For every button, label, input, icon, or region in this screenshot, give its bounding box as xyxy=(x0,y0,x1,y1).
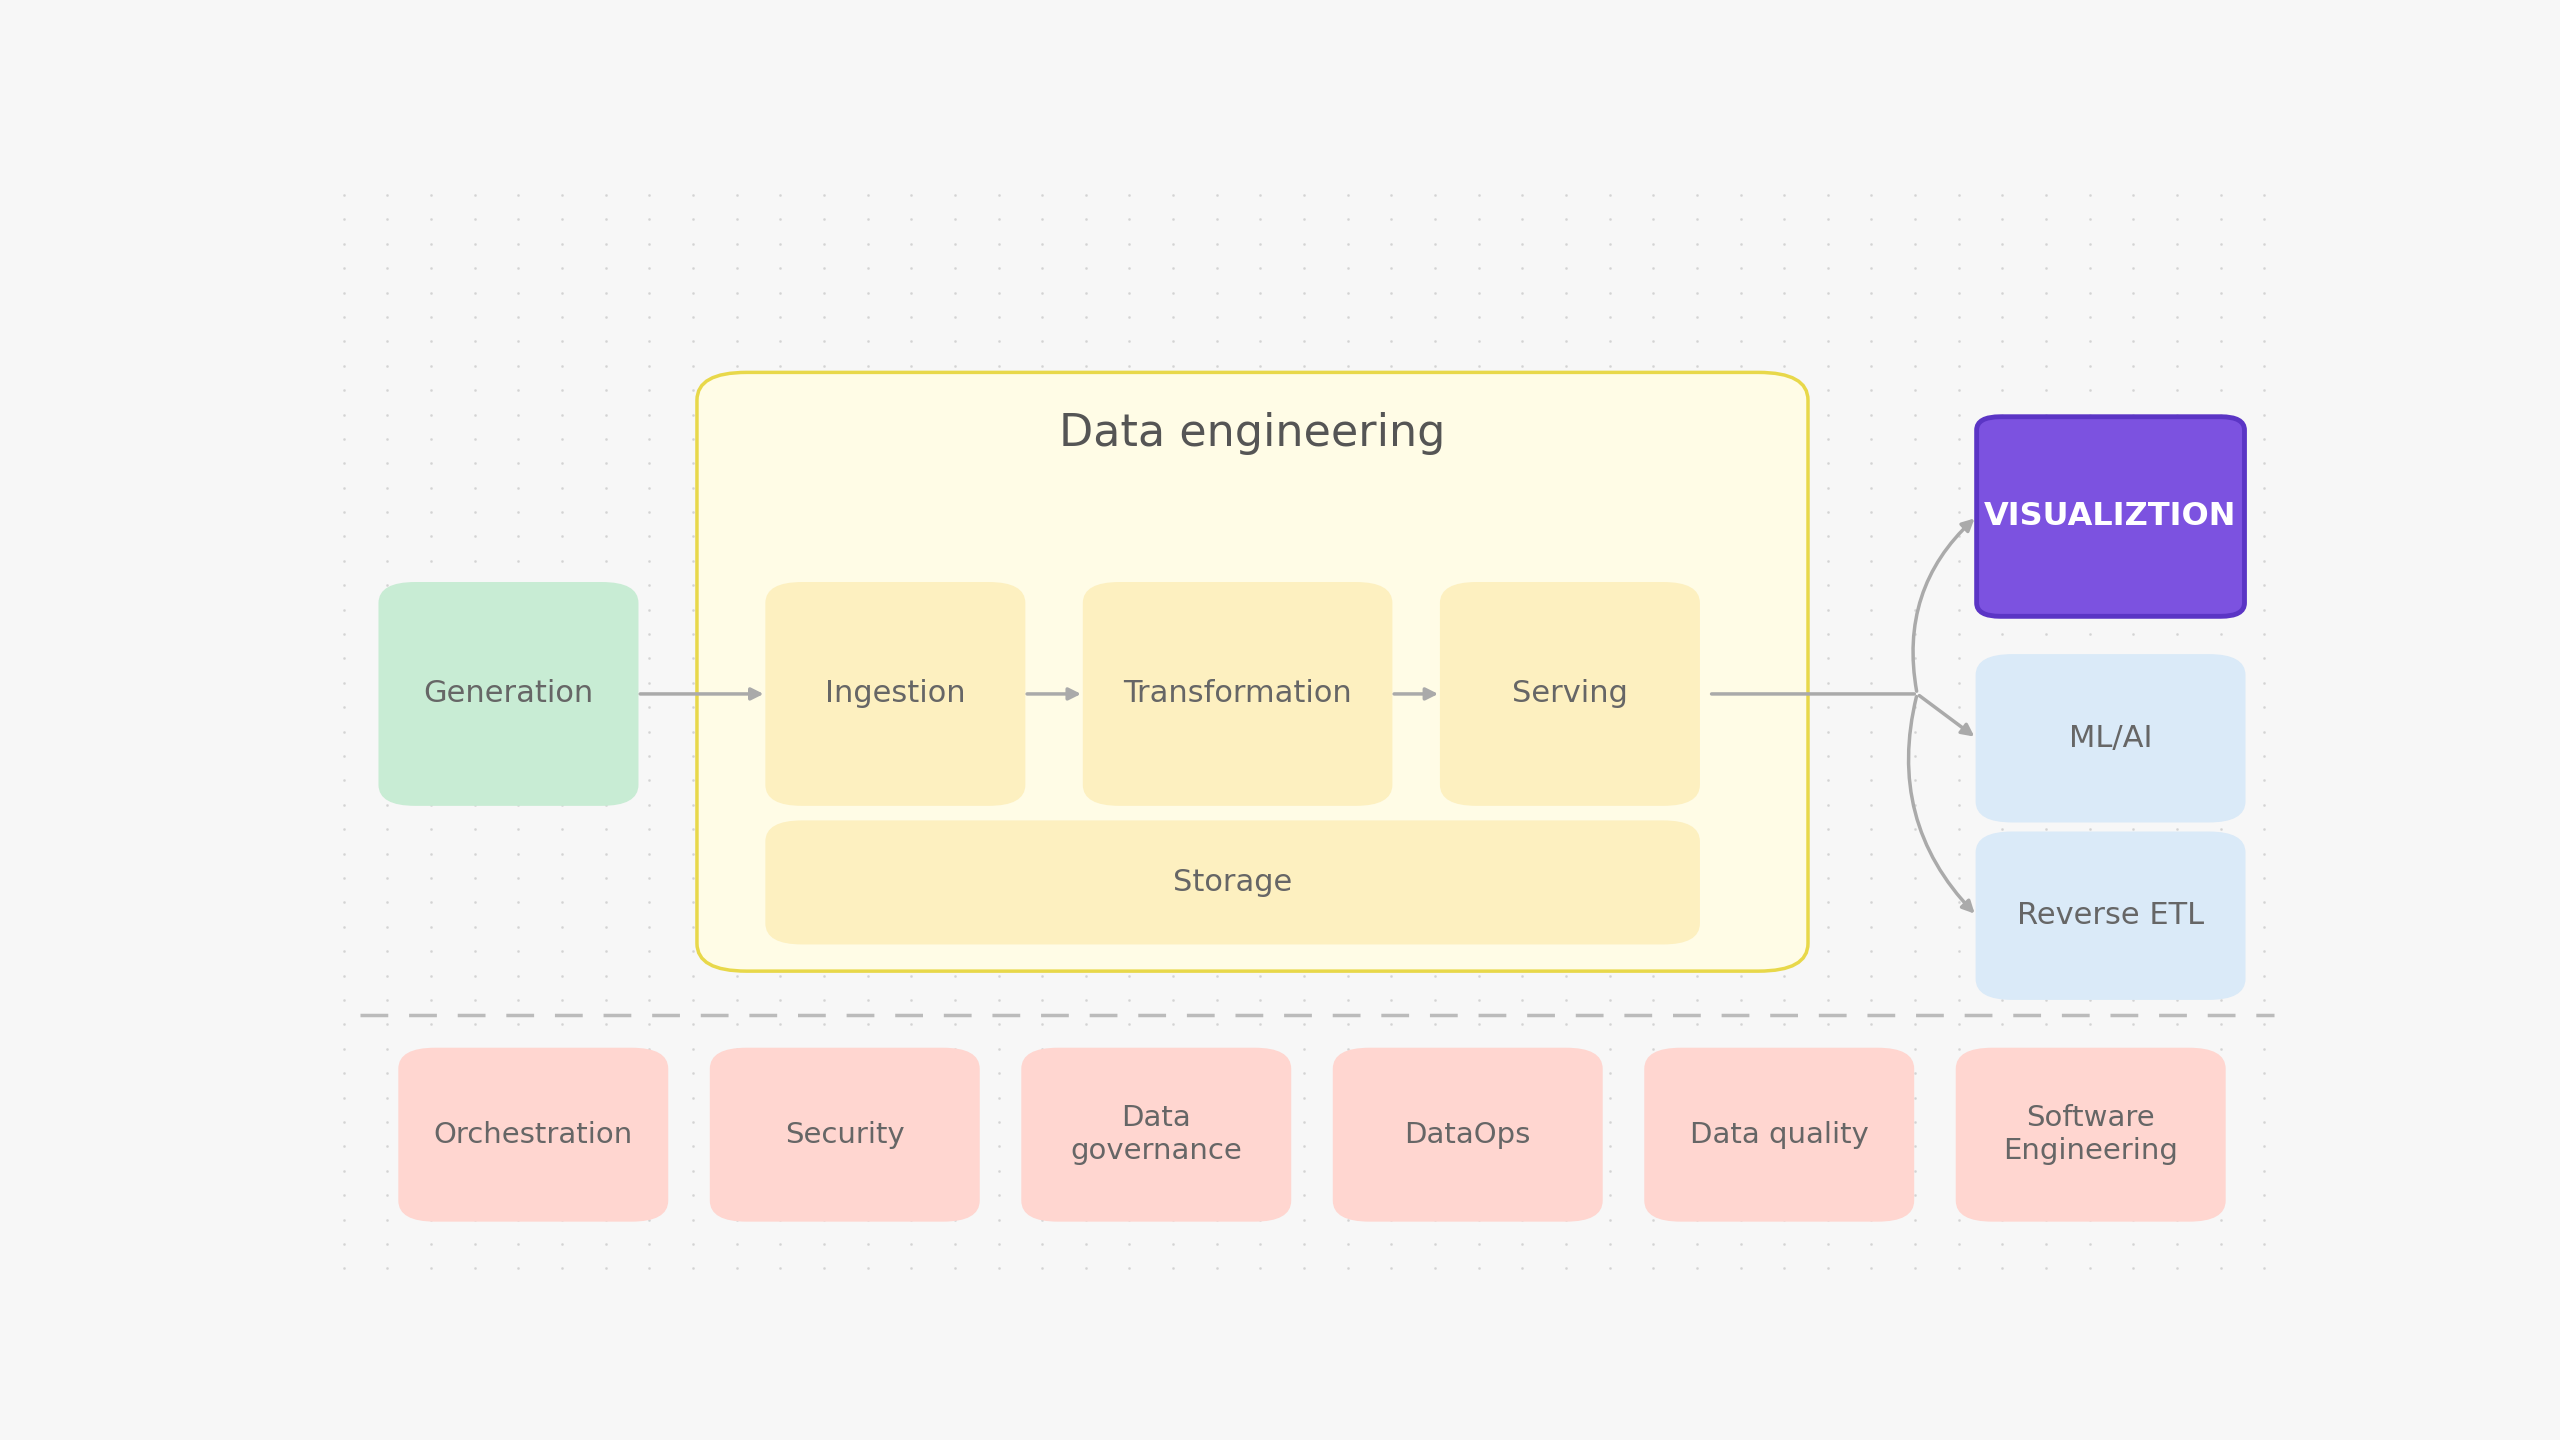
FancyBboxPatch shape xyxy=(1441,583,1700,805)
Text: ML/AI: ML/AI xyxy=(2068,724,2153,753)
Text: VISUALIZTION: VISUALIZTION xyxy=(1984,501,2237,531)
FancyBboxPatch shape xyxy=(1956,1048,2225,1221)
FancyBboxPatch shape xyxy=(1646,1048,1912,1221)
Text: Ingestion: Ingestion xyxy=(824,680,965,708)
Text: Data
governance: Data governance xyxy=(1070,1104,1242,1165)
Text: DataOps: DataOps xyxy=(1405,1120,1531,1149)
Text: Generation: Generation xyxy=(422,680,594,708)
FancyBboxPatch shape xyxy=(1976,416,2245,616)
FancyBboxPatch shape xyxy=(399,1048,668,1221)
FancyBboxPatch shape xyxy=(1021,1048,1290,1221)
Text: Reverse ETL: Reverse ETL xyxy=(2017,901,2204,930)
FancyBboxPatch shape xyxy=(765,583,1024,805)
FancyBboxPatch shape xyxy=(712,1048,978,1221)
Text: Storage: Storage xyxy=(1172,868,1293,897)
Text: Security: Security xyxy=(786,1120,904,1149)
Text: Data engineering: Data engineering xyxy=(1060,412,1446,455)
FancyBboxPatch shape xyxy=(1976,655,2245,821)
Text: Transformation: Transformation xyxy=(1124,680,1352,708)
FancyBboxPatch shape xyxy=(765,821,1700,943)
Text: Orchestration: Orchestration xyxy=(433,1120,632,1149)
FancyBboxPatch shape xyxy=(379,583,637,805)
FancyBboxPatch shape xyxy=(1976,832,2245,999)
Text: Software
Engineering: Software Engineering xyxy=(2004,1104,2179,1165)
Text: Serving: Serving xyxy=(1513,680,1628,708)
FancyBboxPatch shape xyxy=(696,373,1807,971)
FancyBboxPatch shape xyxy=(1334,1048,1603,1221)
FancyBboxPatch shape xyxy=(1083,583,1393,805)
Text: Data quality: Data quality xyxy=(1690,1120,1869,1149)
